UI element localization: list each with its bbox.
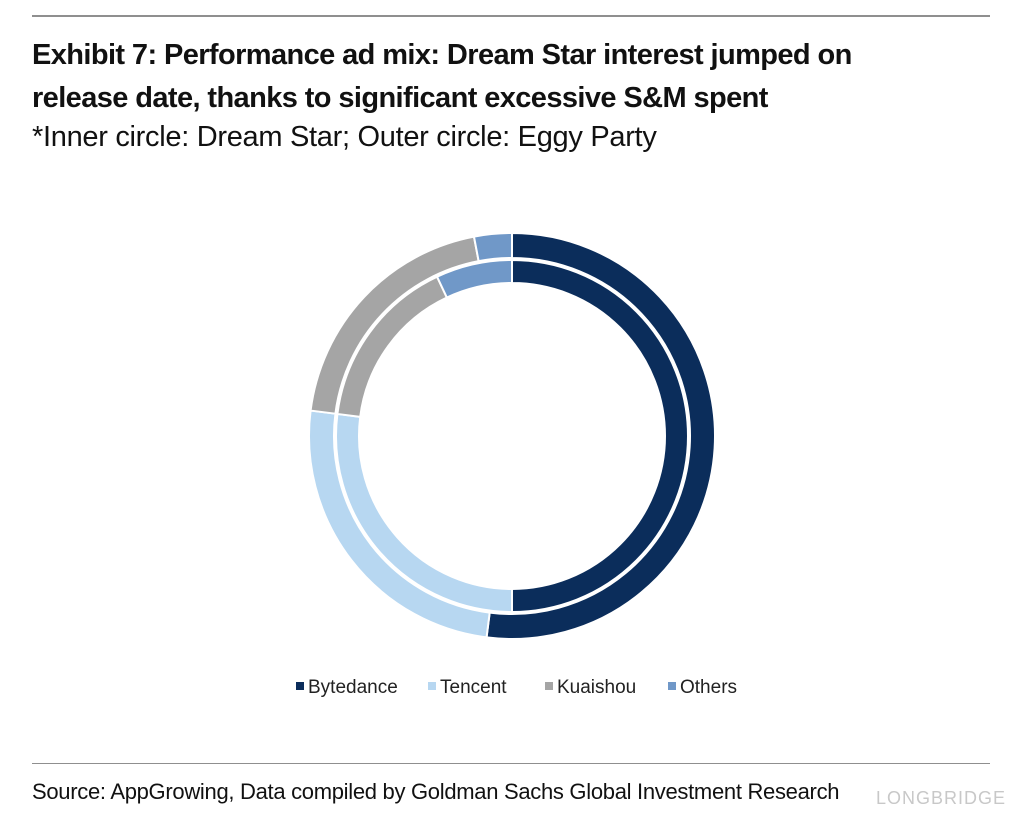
source-note: Source: AppGrowing, Data compiled by Gol… [32, 779, 840, 804]
page-subtitle: *Inner circle: Dream Star; Outer circle:… [32, 121, 657, 153]
chart-rings [308, 231, 716, 640]
legend-swatch-tencent [428, 682, 436, 690]
legend-label-others: Others [680, 677, 737, 698]
legend-swatch-bytedance [296, 682, 304, 690]
page-title: Exhibit 7: Performance ad mix: Dream Sta… [32, 34, 992, 120]
legend-swatch-kuaishou [545, 682, 553, 690]
outer-ring-slice-others [472, 231, 513, 263]
inner-ring-slice-tencent [335, 412, 513, 614]
title-line-2: release date, thanks to significant exce… [32, 82, 768, 114]
top-rule [32, 15, 990, 17]
bottom-rule [32, 763, 990, 764]
doughnut-chart: Bytedance Tencent Kuaishou Others [296, 231, 737, 698]
chart-legend: Bytedance Tencent Kuaishou Others [296, 677, 737, 698]
legend-label-kuaishou: Kuaishou [557, 677, 636, 698]
watermark-logo: LONGBRIDGE [875, 788, 1006, 808]
legend-swatch-others [668, 682, 676, 690]
title-line-1: Exhibit 7: Performance ad mix: Dream Sta… [32, 39, 852, 71]
legend-label-bytedance: Bytedance [308, 677, 398, 698]
inner-ring-slice-others [435, 258, 513, 299]
legend-label-tencent: Tencent [440, 677, 507, 698]
